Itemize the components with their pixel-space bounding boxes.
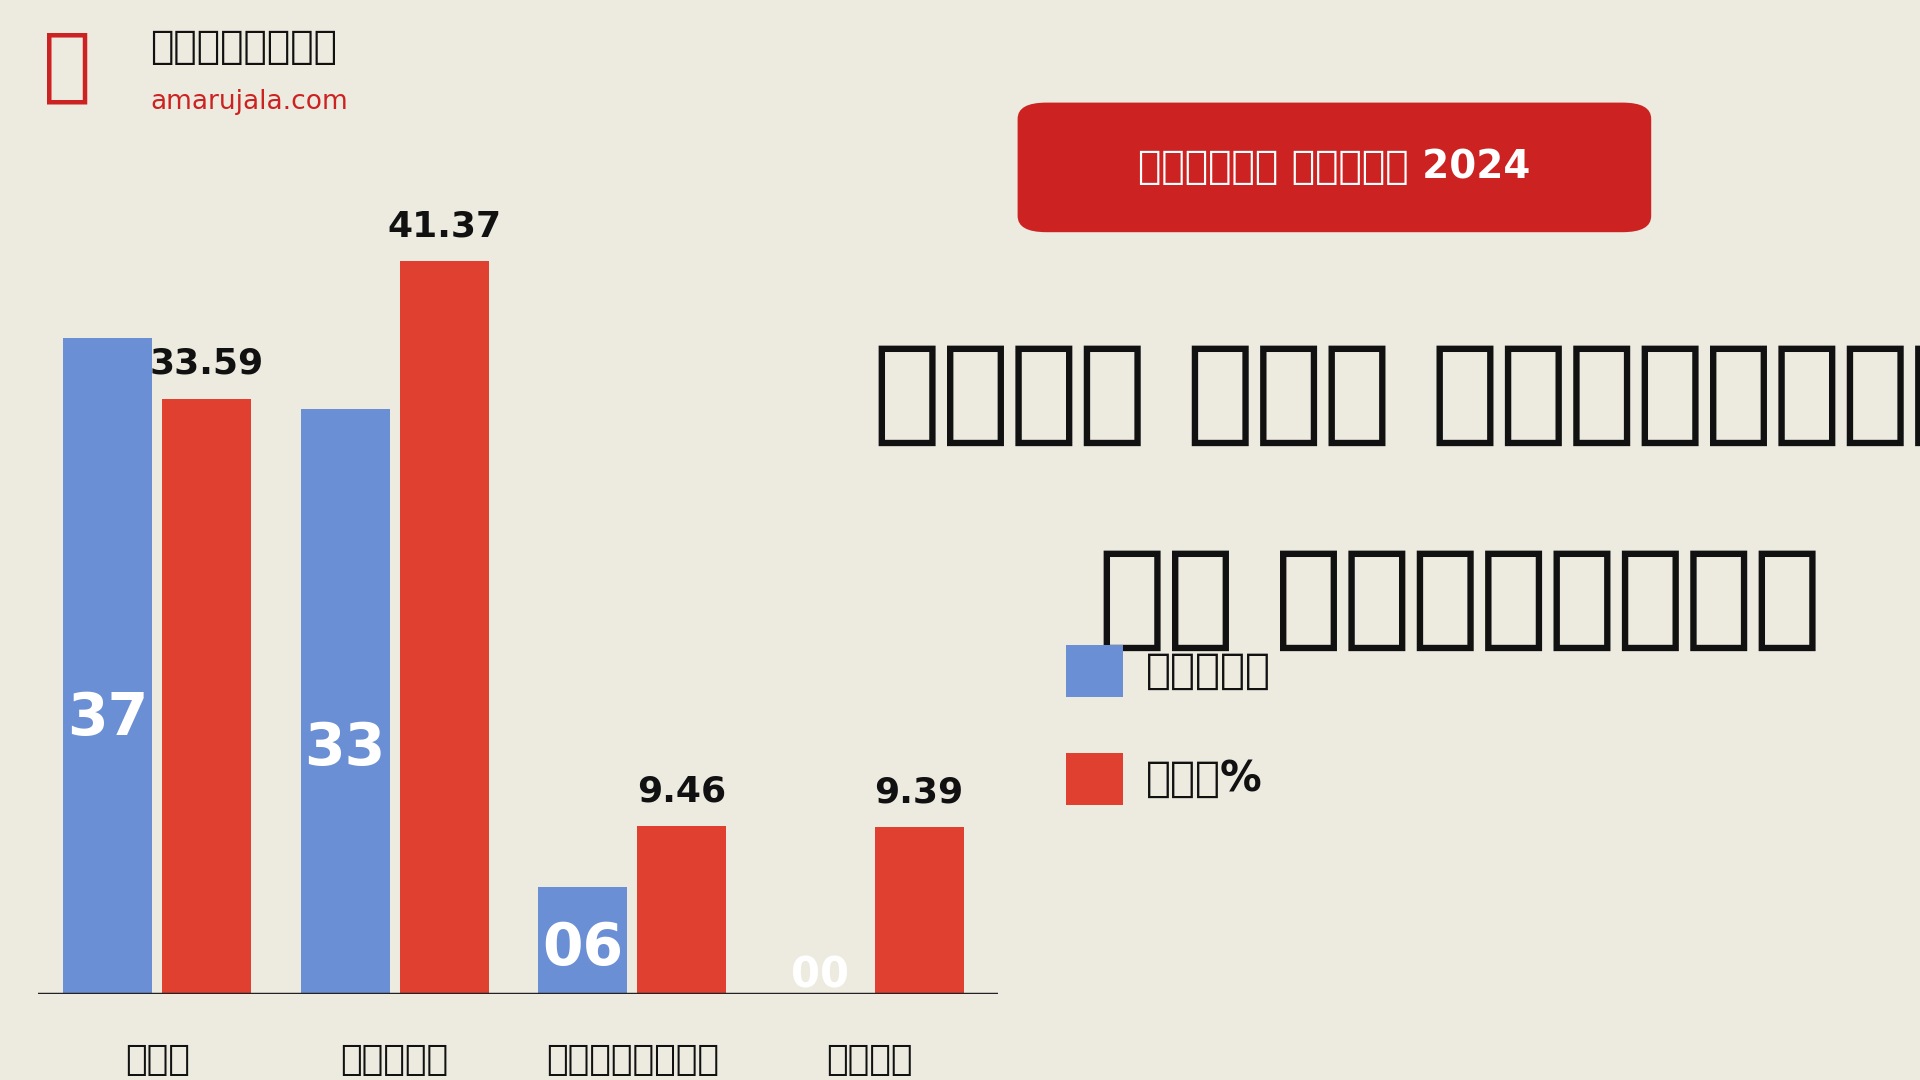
Text: भाजपा: भाजपा (340, 1043, 449, 1077)
Text: 33.59: 33.59 (150, 347, 263, 381)
Bar (538, 888, 628, 994)
Text: बसपा: बसपा (826, 1043, 914, 1077)
Text: यूपी में पार्टियों: यूपी में पार्टियों (872, 339, 1920, 449)
Bar (399, 261, 490, 994)
Text: अ: अ (44, 29, 92, 107)
Text: लोकसभा चुनाव 2024: लोकसभा चुनाव 2024 (1139, 148, 1530, 187)
Text: 9.46: 9.46 (637, 774, 726, 808)
Bar (876, 827, 964, 994)
Bar (301, 409, 390, 994)
Text: 00: 00 (791, 955, 849, 997)
Text: 33: 33 (305, 719, 386, 777)
Text: अमरउजाला: अमरउजाला (150, 28, 338, 66)
Bar (63, 338, 152, 994)
Text: 06: 06 (541, 920, 624, 977)
Bar (637, 826, 726, 994)
Text: का प्रदर्शन: का प्रदर्शन (1098, 544, 1820, 654)
Bar (161, 399, 252, 994)
Text: amarujala.com: amarujala.com (150, 89, 348, 114)
Text: सीटें: सीटें (1146, 650, 1271, 691)
Text: 41.37: 41.37 (388, 210, 501, 243)
Text: वोट%: वोट% (1146, 758, 1263, 799)
Text: सपा: सपा (125, 1043, 190, 1077)
Text: कांग्रेस: कांग्रेस (545, 1043, 718, 1077)
Text: 9.39: 9.39 (876, 775, 964, 810)
Text: 37: 37 (67, 690, 148, 747)
